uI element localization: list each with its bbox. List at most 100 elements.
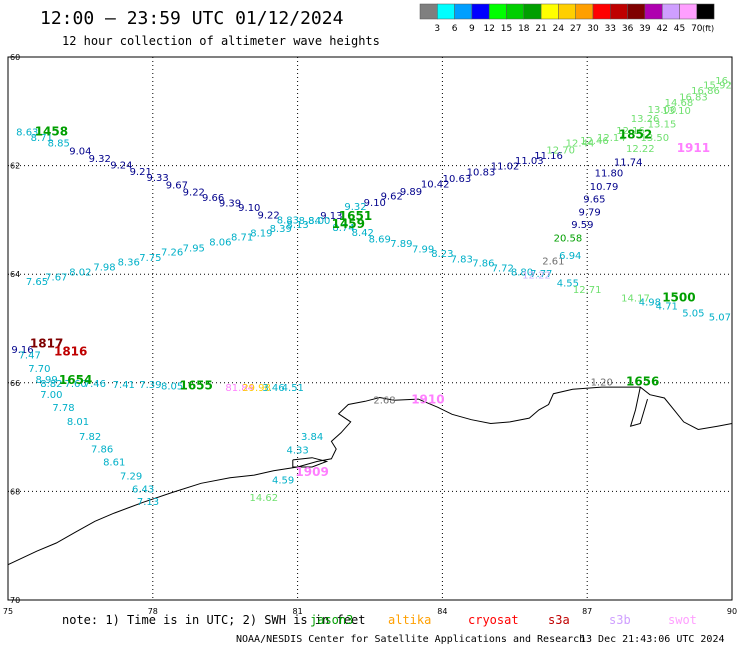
pass-time-label: 1500 (662, 290, 695, 304)
wave-height-label: 8.71 (231, 233, 253, 244)
wave-height-label: 7.39 (139, 380, 161, 391)
pass-time-label: 1909 (295, 465, 328, 479)
peninsula-outline (629, 386, 648, 427)
wave-height-label: 10.79 (590, 182, 619, 193)
wave-height-label: 7.29 (120, 472, 142, 483)
wave-height-label: 7.72 (492, 264, 514, 275)
wave-height-label: 16.86 (691, 86, 720, 97)
wave-height-label: 13.10 (662, 106, 691, 117)
wave-height-label: 2.61 (542, 256, 564, 267)
wave-height-label: 7.78 (52, 403, 74, 414)
wave-height-label: 7.13 (137, 497, 159, 508)
wave-height-label: 9.67 (166, 180, 188, 191)
colorbar-tick-label: 21 (535, 24, 546, 34)
wave-height-label: 9.65 (583, 195, 605, 206)
wave-height-label: 8.19 (250, 229, 272, 240)
colorbar-tick-label: 45 (674, 24, 685, 34)
wave-height-label: 3.46 (262, 383, 284, 394)
wave-height-label: 9.10 (238, 203, 260, 214)
wave-height-label: 11.16 (534, 151, 563, 162)
y-axis-tick-label: 64 (10, 270, 20, 279)
wave-height-label: 9.24 (110, 160, 132, 171)
color-legend: 3 6 9 12 15 18 21 24 27 30 33 36 39 42 45 70 (ft) (419, 3, 715, 34)
x-axis-tick-label: 81 (293, 607, 303, 616)
colorbar-tick-label: 18 (518, 24, 530, 34)
wave-height-label: 8.83 (277, 216, 299, 227)
wave-height-label: 1.20 (591, 378, 613, 389)
wave-height-label: 10.63 (443, 174, 472, 185)
colorbar-tick-label: 42 (656, 24, 667, 34)
pass-time-label: 1911 (677, 141, 710, 155)
x-axis-tick-label: 75 (3, 607, 13, 616)
wave-height-label: 8.69 (369, 235, 391, 246)
wave-height-label: 8.84 (299, 216, 321, 227)
wave-height-label: 8.80 (511, 267, 533, 278)
colorbar-swatch (696, 3, 715, 20)
wave-height-label: 13.00 (648, 105, 677, 116)
y-axis-tick-label: 62 (10, 162, 20, 171)
wave-height-label: 9.79 (578, 208, 600, 219)
wave-height-label: 4.55 (557, 279, 579, 290)
wave-height-label: 6.94 (559, 251, 581, 262)
wave-height-label: 7.98 (93, 262, 115, 273)
wave-height-label: 5.07 (709, 312, 731, 323)
wave-height-label: 14.17 (621, 293, 650, 304)
wave-height-label: 9.59 (571, 220, 593, 231)
wave-height-label: 7.75 (139, 253, 161, 264)
wave-height-label: 7.77 (530, 269, 552, 280)
wave-height-label: 7.89 (390, 239, 412, 250)
wave-height-label: 14.62 (249, 493, 278, 504)
generated-timestamp: 13 Dec 21:43:06 UTC 2024 (580, 634, 725, 645)
wave-height-label: 9.66 (202, 193, 224, 204)
wave-height-label: 8.36 (118, 258, 140, 269)
wave-height-label: 8.71 (31, 133, 53, 144)
wave-height-label: 8.00 (308, 216, 330, 227)
wave-height-label: 11.02 (491, 161, 520, 172)
wave-height-label: 8.39 (270, 224, 292, 235)
wave-height-label: 3.84 (301, 432, 323, 443)
satellite-legend-item: jason3 (310, 613, 354, 627)
wave-height-label: 10.83 (467, 167, 496, 178)
island-outline (292, 457, 329, 468)
wave-height-label: 8.05 (161, 381, 183, 392)
colorbar-tick-label: 24 (553, 24, 565, 34)
page-subtitle: 12 hour collection of altimeter wave hei… (62, 34, 380, 48)
pass-time-label: 1910 (411, 392, 444, 406)
satellite-legend-item: s3a (548, 613, 570, 627)
wave-height-map: 8.638.718.859.049.329.249.219.339.679.22… (3, 53, 740, 616)
wave-height-label: 12.22 (626, 144, 655, 155)
wave-height-label: 4.71 (656, 302, 678, 313)
wave-height-label: 8.06 (209, 237, 231, 248)
wave-height-label: 7.65 (26, 277, 48, 288)
pass-time-label: 1852 (619, 127, 652, 141)
wave-height-label: 8.01 (67, 417, 89, 428)
colorbar-tick-label: 33 (605, 24, 616, 34)
footnote: note: 1) Time is in UTC; 2) SWH is in fe… (62, 613, 366, 627)
wave-height-label: 10.42 (421, 179, 450, 190)
wave-height-label: 8.13 (286, 220, 308, 231)
credit-line: NOAA/NESDIS Center for Satellite Applica… (236, 634, 586, 645)
wave-height-label: 4.51 (282, 383, 304, 394)
page-title: 12:00 — 23:59 UTC 01/12/2024 (40, 8, 344, 29)
wave-height-label: 11.80 (595, 169, 624, 180)
colorbar-tick-label: 15 (501, 24, 512, 34)
wave-height-label: 11.03 (515, 156, 544, 167)
colorbar-tick-label: 36 (622, 24, 634, 34)
wave-height-label: 9.04 (69, 147, 91, 158)
wave-height-label: 12.16 (616, 126, 645, 137)
wave-height-label: 4.98 (639, 298, 661, 309)
wave-height-label: 12.70 (546, 146, 575, 157)
wave-height-label: 4.59 (272, 475, 294, 486)
colorbar-tick-label: 6 (452, 24, 458, 34)
wave-height-label: 9.16 (11, 345, 33, 356)
pass-time-label: 1816 (54, 345, 87, 359)
pass-time-label: 1655 (179, 378, 212, 392)
wave-height-label: 20.58 (554, 234, 583, 245)
wave-height-label: 9.22 (183, 188, 205, 199)
x-axis-tick-label: 90 (727, 607, 737, 616)
map-frame (7, 56, 733, 601)
wave-height-label: 8.74 (332, 223, 354, 234)
colorbar-tick-label: 3 (434, 24, 440, 34)
wave-height-label: 8.23 (431, 249, 453, 260)
wave-height-label: 16.86 (715, 76, 740, 87)
